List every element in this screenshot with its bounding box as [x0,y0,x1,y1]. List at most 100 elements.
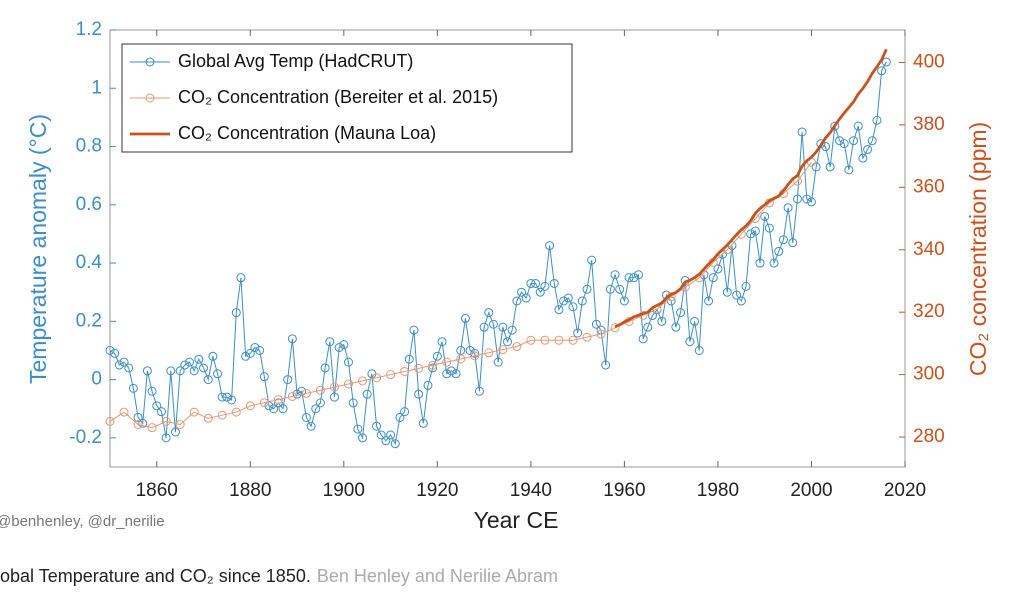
data-point [633,270,643,280]
data-point [442,369,452,379]
data-point [315,385,325,395]
y2-axis-label: CO₂ concentration (ppm) [965,122,991,376]
data-point [231,308,241,318]
data-point [685,337,695,347]
data-point [217,410,227,420]
y-tick-label: 0 [91,369,102,390]
data-point [643,322,653,332]
data-point [853,121,863,131]
data-point [395,412,405,422]
data-point [563,293,573,303]
data-point [231,407,241,417]
data-point [245,401,255,411]
data-point [624,273,634,283]
data-point [259,398,269,408]
data-point [142,366,152,376]
data-point [863,144,873,154]
data-point [657,316,667,326]
data-point [830,121,840,131]
legend-marker [145,93,155,103]
data-point [428,363,438,373]
data-point [591,319,601,329]
data-point [222,392,232,402]
data-point [526,278,536,288]
series-line [109,162,812,429]
data-point [301,412,311,422]
data-point [704,296,714,306]
data-point [713,264,723,274]
data-point [358,433,368,443]
data-point [493,357,503,367]
data-point [119,407,129,417]
y-axis-label: Temperature anomaly (°C) [25,114,51,384]
data-point [582,332,592,342]
data-point [278,404,288,414]
data-point [311,404,321,414]
data-point [521,293,531,303]
data-point [390,439,400,449]
data-point [778,235,788,245]
data-point [498,345,508,355]
x-tick-label: 1880 [229,480,271,501]
data-point [105,345,115,355]
data-point [806,197,816,207]
data-point [722,287,732,297]
data-point [638,334,648,344]
data-point [147,386,157,396]
data-point [217,392,227,402]
y2-tick-label: 340 [913,239,945,260]
data-point [287,391,297,401]
x-axis-label: Year CE [474,507,559,533]
data-point [736,296,746,306]
data-point [437,337,447,347]
data-point [764,223,774,233]
data-point [844,165,854,175]
data-point [362,389,372,399]
data-point [470,351,480,361]
y-tick-label: 0.6 [76,194,102,215]
data-point [428,360,438,370]
data-point [479,322,489,332]
data-point [456,354,466,364]
data-point [161,416,171,426]
y-tick-label: 0.8 [76,136,102,157]
data-point [769,258,779,268]
data-point [409,325,419,335]
data-point [315,398,325,408]
data-point [858,153,868,163]
data-point [128,383,138,393]
data-point [372,421,382,431]
y2-tick-label: 380 [913,114,945,135]
data-point [133,420,143,430]
y-tick-label: -0.2 [69,427,102,448]
data-point [138,418,148,428]
x-tick-label: 2000 [790,480,832,501]
data-point [629,273,639,283]
data-point [325,337,335,347]
data-point [797,127,807,137]
data-point [474,386,484,396]
data-point [732,290,742,300]
data-point [802,194,812,204]
x-tick-label: 1900 [323,480,365,501]
data-point [601,360,611,370]
data-point [554,335,564,345]
data-point [236,273,246,283]
caption-text: obal Temperature and CO₂ since 1850. [0,566,311,586]
data-point [255,345,265,355]
data-point [573,328,583,338]
data-point [488,319,498,329]
data-point [297,386,307,396]
data-point [175,366,185,376]
data-point [596,329,606,339]
y2-tick-label: 320 [913,301,945,322]
y-tick-label: 0.4 [76,252,103,273]
data-point [404,354,414,364]
data-point [348,398,358,408]
data-point [147,423,157,433]
data-point [610,323,620,333]
data-point [881,57,891,67]
data-point [788,238,798,248]
